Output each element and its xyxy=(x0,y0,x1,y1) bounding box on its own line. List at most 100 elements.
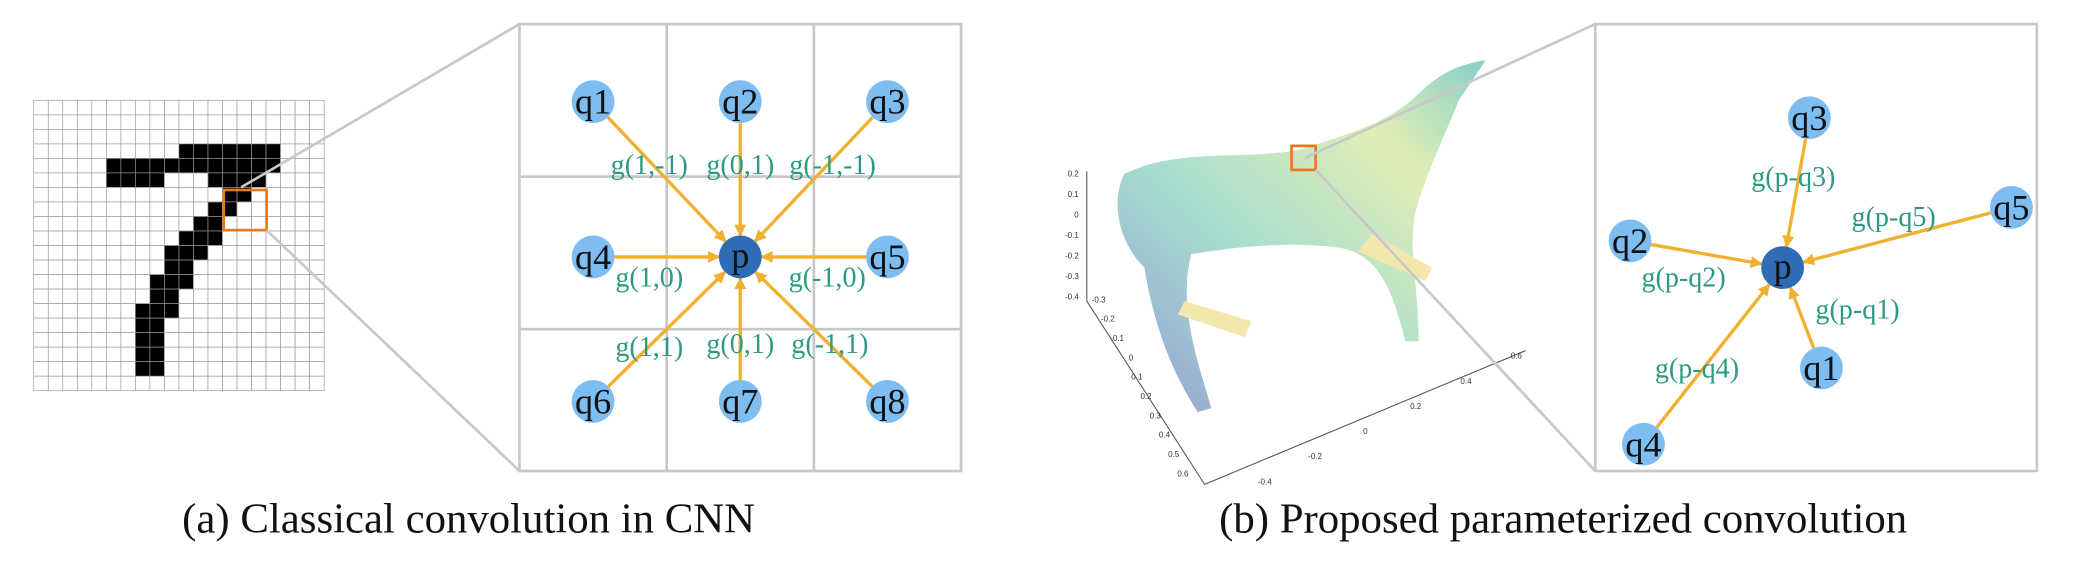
pixel xyxy=(76,317,93,333)
pixel xyxy=(222,274,238,290)
pixel xyxy=(47,230,64,246)
pixel xyxy=(309,375,325,392)
pixel xyxy=(236,303,252,319)
node-label: q8 xyxy=(869,381,905,421)
pixel xyxy=(265,332,281,348)
pixel xyxy=(251,230,267,246)
pixel xyxy=(309,361,325,377)
pixel xyxy=(91,346,107,363)
pixel xyxy=(47,288,64,304)
tick-label: 0.6 xyxy=(1511,352,1523,361)
edge-arrow xyxy=(1655,283,1771,429)
edge-label: g(p-q2) xyxy=(1641,262,1725,293)
pixel xyxy=(193,100,209,116)
tick-label: 0.1 xyxy=(1131,373,1143,382)
node-label: q5 xyxy=(1993,187,2029,227)
pixel xyxy=(33,158,49,174)
pixel xyxy=(120,375,136,392)
pixel xyxy=(164,245,180,261)
pixel xyxy=(236,230,252,246)
edge-label: g(-1,-1) xyxy=(789,150,876,181)
pixel xyxy=(135,288,151,304)
pixel xyxy=(164,361,180,377)
node-label: q4 xyxy=(575,237,611,277)
pixel xyxy=(178,274,194,290)
pixel xyxy=(47,346,64,363)
pixel xyxy=(106,245,122,261)
pixel xyxy=(222,317,238,333)
pixel xyxy=(207,158,223,174)
pixel xyxy=(309,187,325,203)
tick-label: -0.1 xyxy=(1065,231,1079,240)
pixel xyxy=(178,216,194,232)
pixel xyxy=(207,274,223,290)
pixel xyxy=(149,187,165,203)
node-label: p xyxy=(731,236,749,276)
pixel xyxy=(309,114,325,130)
node-label: q3 xyxy=(869,82,905,122)
edge-arrow xyxy=(1650,242,1763,268)
edge-label: g(p-q3) xyxy=(1751,162,1835,193)
pixel xyxy=(106,346,122,363)
pixel xyxy=(309,245,325,261)
pixel xyxy=(280,129,296,145)
pixel xyxy=(76,274,93,290)
pixel xyxy=(236,375,252,392)
pixel xyxy=(193,317,209,333)
edge-label: g(1,1) xyxy=(615,332,683,363)
pixel xyxy=(309,332,325,348)
panel-b-frame xyxy=(1593,22,2039,473)
pixel xyxy=(76,245,93,261)
zoom-line xyxy=(265,229,521,472)
pixel xyxy=(91,187,107,203)
pixel xyxy=(62,317,78,333)
pixel xyxy=(106,230,122,246)
pixel xyxy=(149,274,165,290)
pixel xyxy=(236,158,252,174)
pixel xyxy=(265,172,281,188)
pixel xyxy=(76,361,93,377)
node-label: q1 xyxy=(1803,348,1839,388)
pixel xyxy=(135,158,151,174)
pixel xyxy=(62,100,78,116)
pixel xyxy=(33,346,49,363)
pixel xyxy=(62,201,78,217)
edge-label: g(p-q4) xyxy=(1655,353,1739,384)
pixel xyxy=(178,303,194,319)
edge-label: g(1,-1) xyxy=(611,150,688,181)
tick-label: -0.3 xyxy=(1092,295,1106,304)
pixel xyxy=(251,303,267,319)
pixel xyxy=(106,158,122,174)
pixel xyxy=(47,361,64,377)
node-label: q3 xyxy=(1791,98,1827,138)
neighbor-node xyxy=(1990,185,2033,229)
pixel xyxy=(178,143,194,159)
pixel xyxy=(193,245,209,261)
pixel xyxy=(309,303,325,319)
pixel xyxy=(47,158,64,174)
node-label: q6 xyxy=(575,381,611,421)
pixel xyxy=(106,172,122,188)
pixel xyxy=(309,201,325,217)
pixel xyxy=(251,114,267,130)
neighbor-node xyxy=(866,80,909,124)
pixel xyxy=(62,114,78,130)
pixel xyxy=(236,332,252,348)
pixel xyxy=(120,332,136,348)
pixel xyxy=(62,143,78,159)
pixel xyxy=(280,375,296,392)
caption: (a) Classical convolution in CNN xyxy=(182,496,755,543)
pixel xyxy=(149,172,165,188)
pixel xyxy=(265,187,281,203)
pixel xyxy=(294,332,310,348)
pixel xyxy=(135,143,151,159)
edge-arrow xyxy=(1802,211,1992,266)
pixel xyxy=(294,230,310,246)
pixel xyxy=(47,201,64,217)
pixel xyxy=(120,114,136,130)
neighbor-node xyxy=(718,80,762,124)
pixel xyxy=(236,361,252,377)
pixel xyxy=(76,143,93,159)
tick-label: 0.2 xyxy=(1068,170,1080,179)
pixel xyxy=(47,259,64,275)
